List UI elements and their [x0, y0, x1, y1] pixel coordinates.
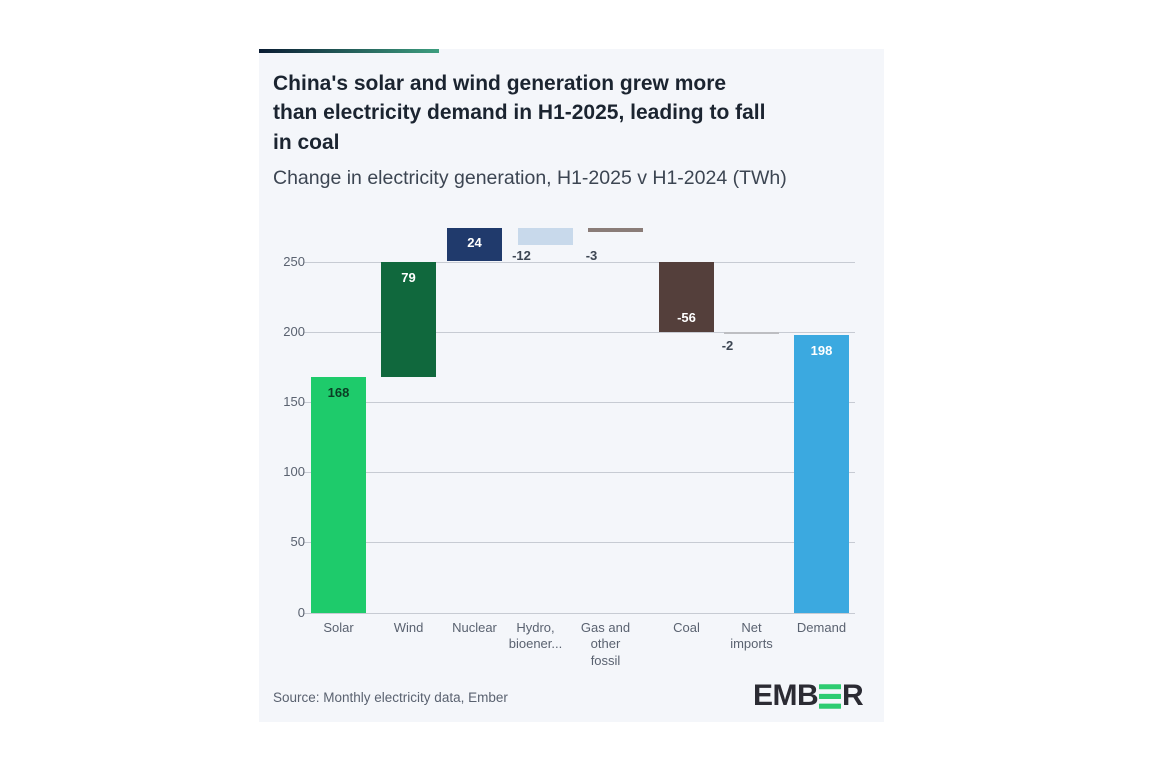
svg-text:R: R — [842, 680, 864, 712]
svg-text:EMB: EMB — [753, 680, 818, 712]
